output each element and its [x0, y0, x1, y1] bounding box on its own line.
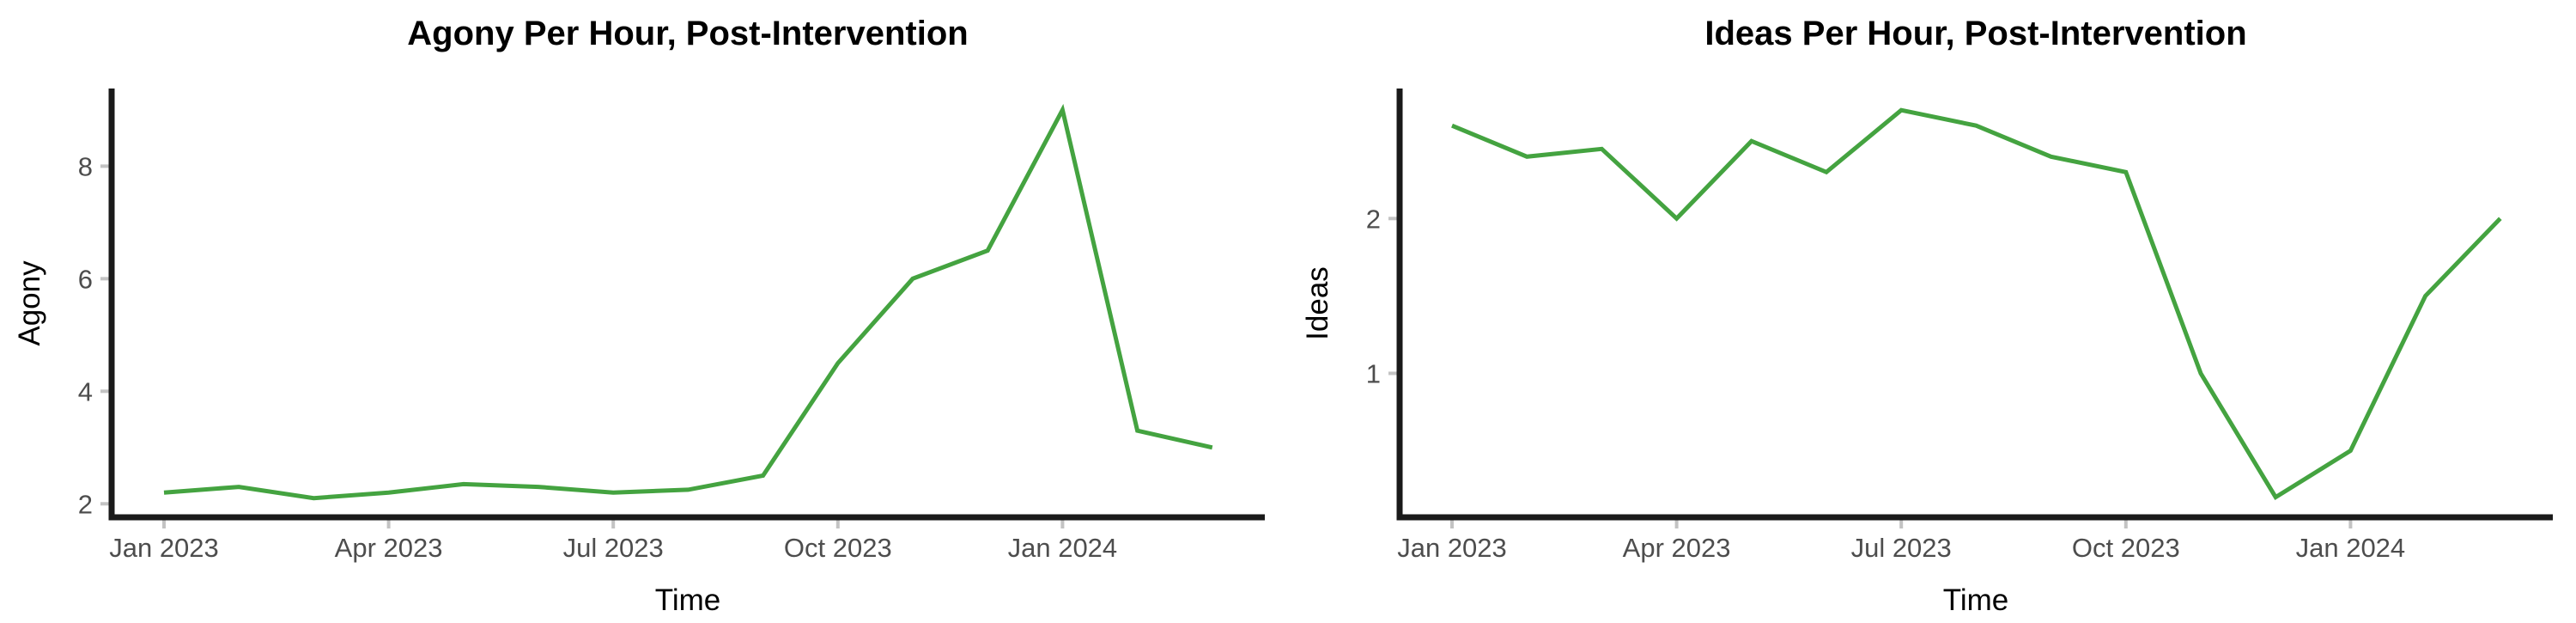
- agony-y-axis-title: Agony: [13, 260, 46, 346]
- x-tick-label: Jul 2023: [1851, 533, 1952, 563]
- ideas-chart-svg: Ideas Per Hour, Post-Intervention Ideas …: [1301, 15, 2553, 617]
- agony-x-axis-title: Time: [655, 583, 720, 617]
- data-series-line: [163, 103, 1213, 501]
- x-tick-label: Jul 2023: [563, 533, 664, 563]
- x-tick-label: Oct 2023: [784, 533, 892, 563]
- ideas-x-axis-title: Time: [1943, 583, 2008, 617]
- x-tick-label: Apr 2023: [335, 533, 443, 563]
- ideas-plot-area: 1 2 Jan 2023 Apr 2023 Jul 2023 Oct 2023 Jan 20…: [1366, 89, 2553, 563]
- x-tick-label: Oct 2023: [2072, 533, 2180, 563]
- x-tick-label: Jan 2024: [2296, 533, 2406, 563]
- x-tick-label: Jan 2023: [1397, 533, 1507, 563]
- x-tick-label: Jan 2023: [109, 533, 219, 563]
- agony-plot-area: 2 4 6 8 Jan 2023 Apr 2023 Jul 2023 Oct 2023 Jan …: [78, 89, 1265, 563]
- y-tick-label: 8: [78, 151, 93, 181]
- y-tick-label: 6: [78, 264, 93, 294]
- y-tick-label: 2: [1366, 204, 1381, 234]
- agony-chart-svg: Agony Per Hour, Post-Intervention Agony …: [13, 15, 1265, 617]
- agony-chart-panel: Agony Per Hour, Post-Intervention Agony …: [0, 0, 1288, 619]
- agony-chart-title: Agony Per Hour, Post-Intervention: [407, 15, 968, 52]
- y-tick-label: 2: [78, 489, 93, 519]
- y-tick-label: 1: [1366, 358, 1381, 388]
- x-tick-label: Apr 2023: [1623, 533, 1731, 563]
- y-tick-label: 4: [78, 376, 93, 406]
- data-series-line: [1451, 107, 2502, 501]
- ideas-y-axis-title: Ideas: [1301, 266, 1334, 340]
- ideas-chart-panel: Ideas Per Hour, Post-Intervention Ideas …: [1288, 0, 2576, 619]
- ideas-chart-title: Ideas Per Hour, Post-Intervention: [1704, 15, 2246, 52]
- x-tick-label: Jan 2024: [1008, 533, 1118, 563]
